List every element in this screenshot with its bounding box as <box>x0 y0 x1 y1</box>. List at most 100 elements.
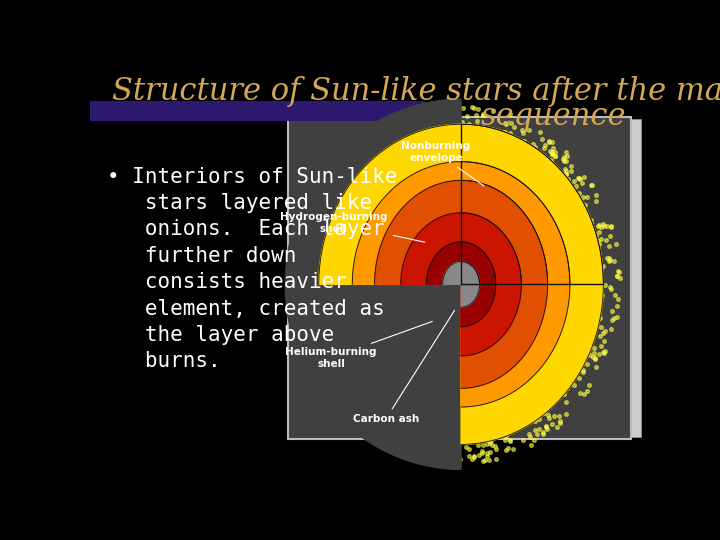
Point <box>612 266 624 275</box>
Point <box>352 381 364 390</box>
Point <box>396 127 408 136</box>
Point <box>556 381 567 389</box>
Point <box>578 172 590 181</box>
Point <box>534 401 546 409</box>
Point <box>313 358 325 367</box>
Point <box>543 160 554 169</box>
Point <box>357 420 369 429</box>
Point <box>611 272 623 280</box>
Point <box>462 112 473 120</box>
Point <box>490 455 501 463</box>
Point <box>542 411 554 420</box>
Point <box>350 407 361 416</box>
Point <box>521 415 532 423</box>
Point <box>376 407 387 416</box>
Point <box>565 372 577 380</box>
Point <box>604 232 616 240</box>
Point <box>352 151 364 160</box>
Point <box>464 120 475 129</box>
Point <box>463 127 474 136</box>
Point <box>518 146 529 154</box>
Point <box>559 183 571 191</box>
Point <box>480 434 492 442</box>
Point <box>402 111 414 120</box>
Text: sequence: sequence <box>480 101 626 132</box>
Point <box>549 151 561 160</box>
Point <box>534 404 546 413</box>
Polygon shape <box>352 161 570 285</box>
Point <box>342 376 354 385</box>
Point <box>476 449 487 457</box>
Polygon shape <box>461 124 603 444</box>
Point <box>395 446 406 454</box>
Point <box>311 294 323 303</box>
Point <box>573 356 585 364</box>
Point <box>402 422 413 430</box>
Point <box>456 118 467 126</box>
Point <box>577 213 588 222</box>
Point <box>383 414 395 422</box>
Point <box>570 182 581 191</box>
Point <box>546 148 557 157</box>
Point <box>534 128 546 137</box>
Point <box>529 142 541 151</box>
Point <box>592 250 603 259</box>
Point <box>534 415 545 423</box>
Point <box>595 332 606 341</box>
Point <box>422 107 433 116</box>
Text: Structure of Sun-like stars after the main: Structure of Sun-like stars after the ma… <box>112 76 720 107</box>
Point <box>348 148 360 157</box>
Point <box>606 285 617 293</box>
Point <box>585 180 597 189</box>
Point <box>345 408 356 416</box>
Point <box>303 279 315 287</box>
Point <box>593 240 605 248</box>
Point <box>574 373 585 382</box>
Point <box>557 155 569 164</box>
Ellipse shape <box>443 261 480 307</box>
Point <box>581 193 593 202</box>
Point <box>305 252 316 261</box>
Point <box>577 366 588 375</box>
Point <box>385 133 397 141</box>
Point <box>522 142 534 151</box>
Point <box>558 157 570 166</box>
Point <box>611 313 623 321</box>
Point <box>611 272 622 281</box>
Point <box>329 346 341 354</box>
Point <box>382 137 393 146</box>
Point <box>516 137 527 146</box>
Point <box>428 108 440 117</box>
Point <box>371 128 382 137</box>
Point <box>359 407 370 415</box>
Point <box>603 241 615 250</box>
Point <box>562 379 574 387</box>
Point <box>319 190 330 199</box>
Point <box>562 174 574 183</box>
Point <box>539 140 551 149</box>
Point <box>430 428 441 436</box>
Point <box>548 144 559 153</box>
Point <box>354 160 366 169</box>
Point <box>422 109 433 118</box>
Point <box>578 390 590 399</box>
Point <box>354 183 365 191</box>
Point <box>521 144 532 152</box>
Point <box>490 442 501 450</box>
Point <box>323 230 334 238</box>
Point <box>599 281 611 289</box>
Point <box>324 219 336 228</box>
Point <box>312 209 324 218</box>
Point <box>526 441 537 449</box>
Point <box>441 125 453 134</box>
Point <box>564 184 575 193</box>
Point <box>608 256 620 265</box>
Point <box>604 283 616 292</box>
Point <box>394 434 405 443</box>
Point <box>297 287 308 296</box>
Point <box>313 306 325 314</box>
Point <box>340 196 351 205</box>
Point <box>331 366 343 374</box>
Point <box>412 430 423 438</box>
Point <box>321 271 333 280</box>
